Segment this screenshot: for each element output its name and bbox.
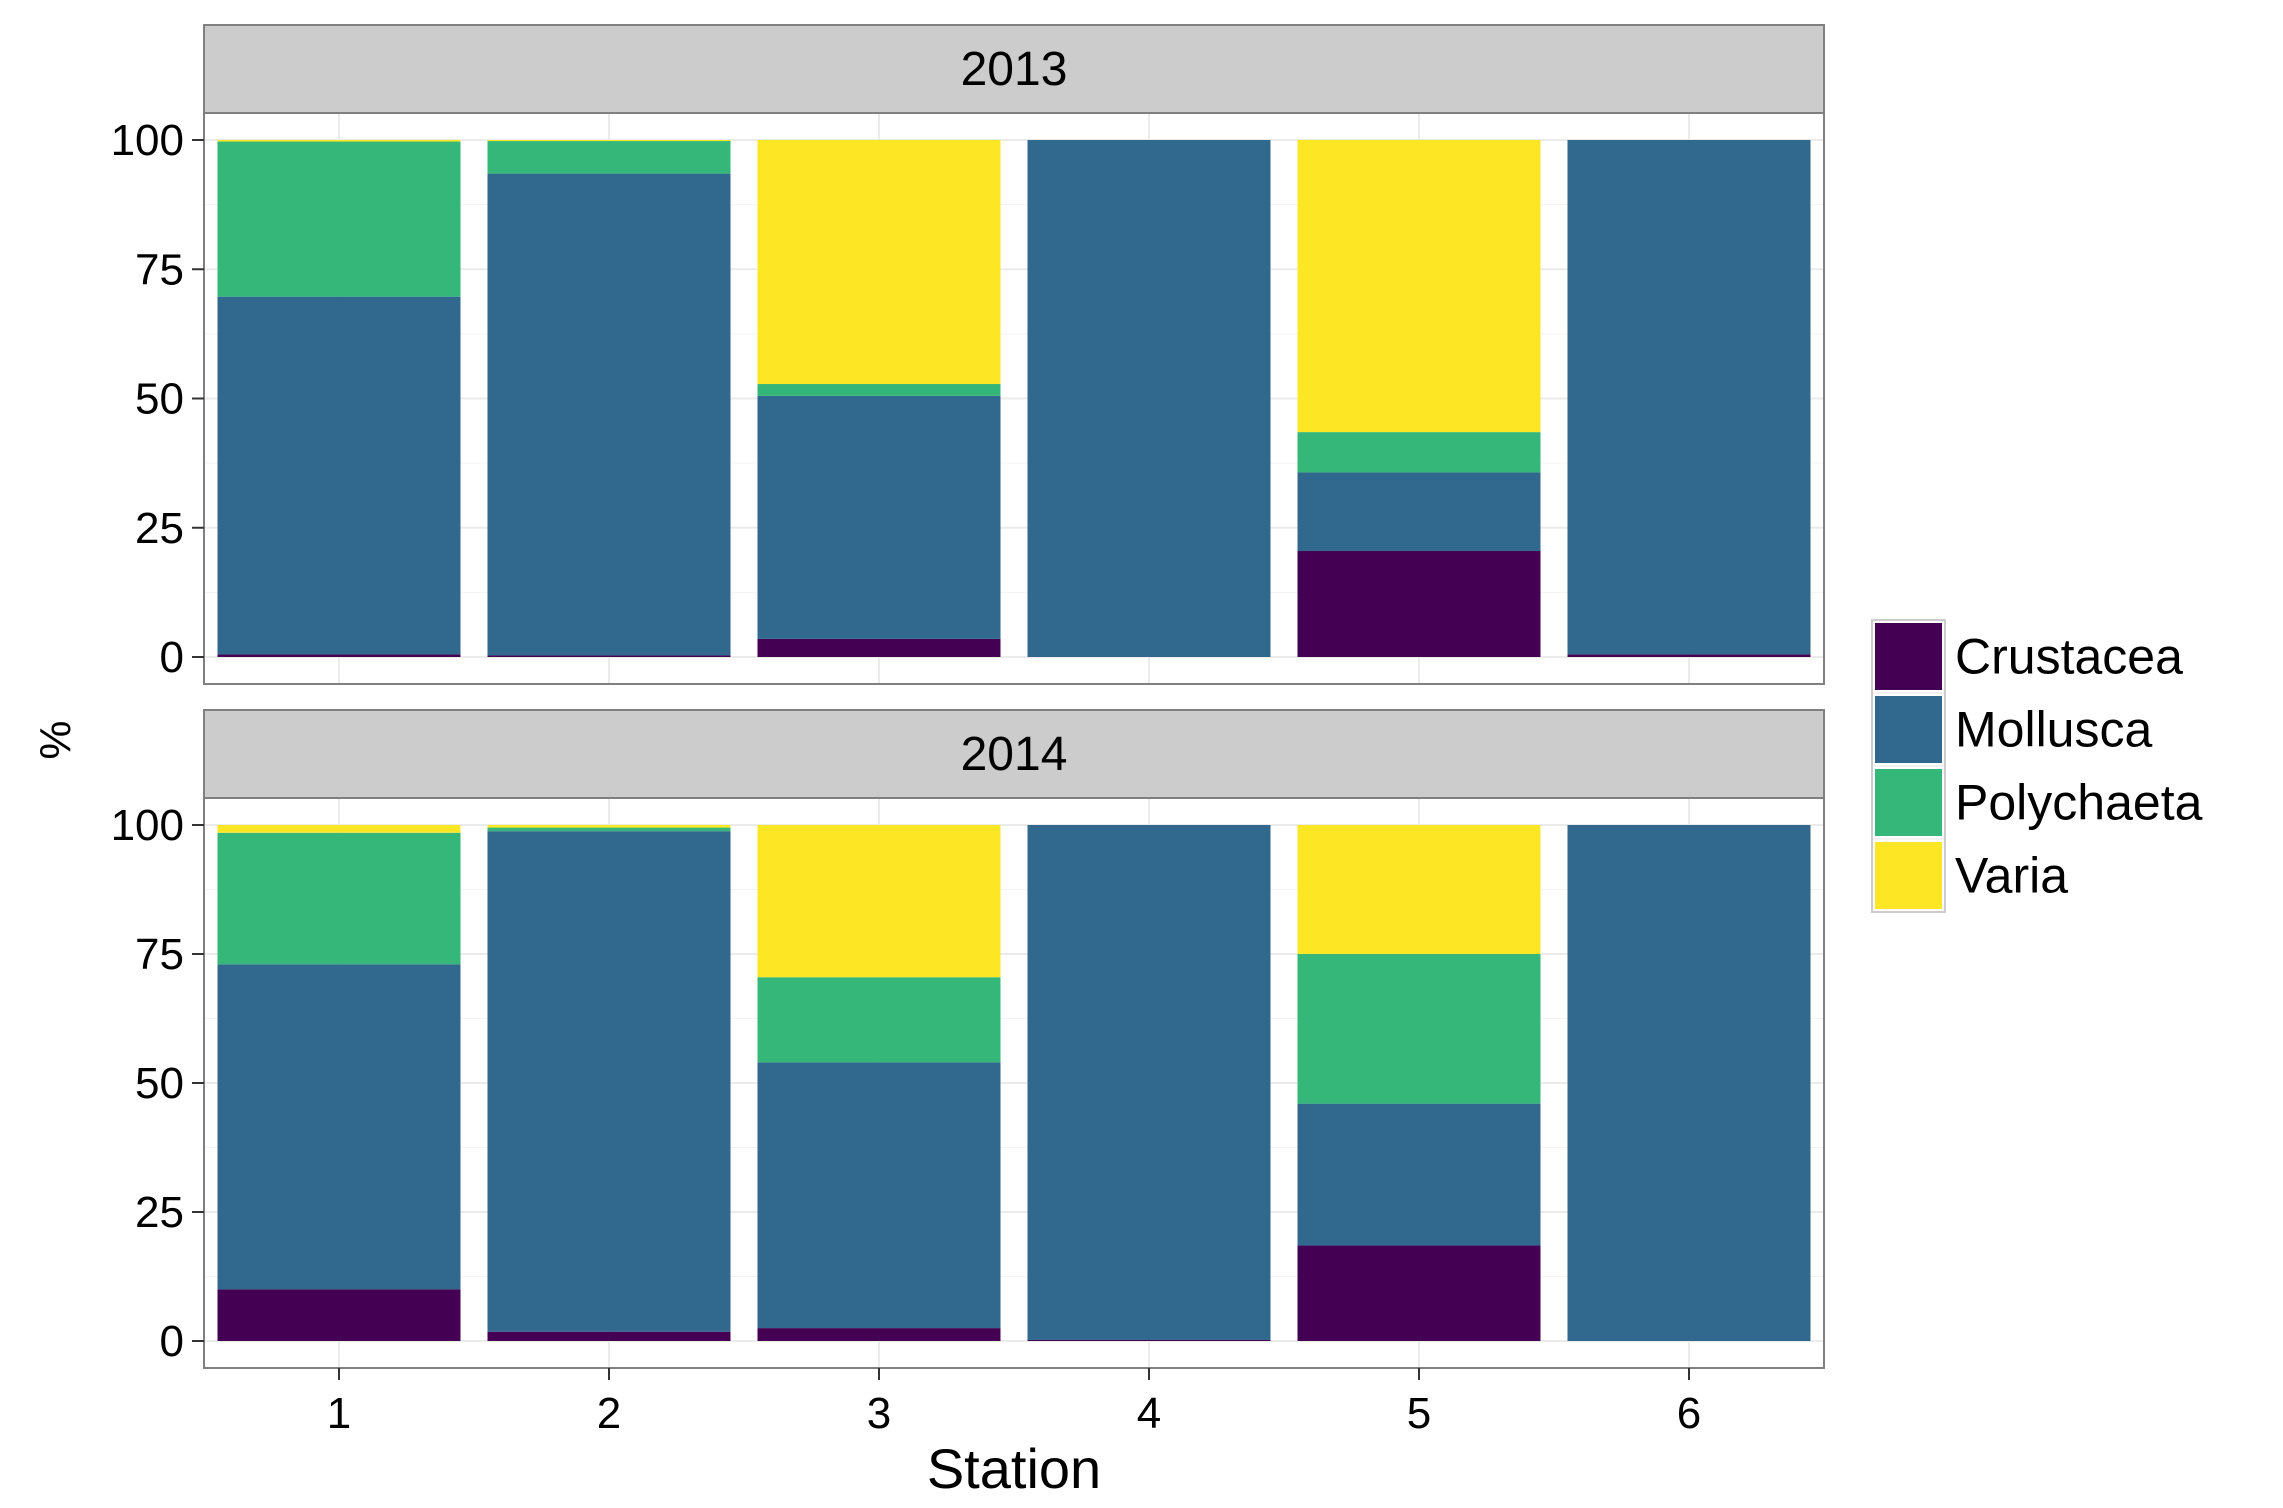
- bar-segment-crustacea-station-3: [757, 638, 1001, 657]
- bar-segment-crustacea-station-5: [1297, 551, 1541, 657]
- bar-segment-varia-station-3: [757, 140, 1001, 385]
- facet-strip-label: 2014: [961, 728, 1068, 781]
- legend-swatch-polychaeta: [1873, 767, 1944, 838]
- legend: Crustacea Mollusca Polychaeta Varia: [1871, 619, 2203, 913]
- bar-segment-crustacea-station-1: [217, 1289, 461, 1341]
- legend-label-polychaeta: Polychaeta: [1955, 775, 2203, 831]
- facet-strip: [203, 709, 1825, 799]
- x-tick-label: 3: [867, 1389, 891, 1438]
- bar-segment-crustacea-station-4: [1027, 1339, 1271, 1341]
- bar-segment-mollusca-station-3: [757, 1062, 1001, 1329]
- legend-swatch-mollusca: [1873, 694, 1944, 765]
- legend-label-varia: Varia: [1955, 848, 2068, 904]
- bar-segment-varia-station-2: [487, 140, 731, 142]
- y-axis-title: %: [31, 720, 80, 759]
- x-tick-label: 1: [327, 1389, 351, 1438]
- y-tick-label: 75: [135, 930, 184, 979]
- bar-segment-varia-station-1: [217, 140, 461, 142]
- bar-segment-varia-station-1: [217, 825, 461, 833]
- bar-segment-mollusca-station-5: [1297, 472, 1541, 552]
- bar-segment-mollusca-station-5: [1297, 1103, 1541, 1246]
- y-tick-label: 100: [111, 116, 184, 165]
- y-tick-label: 75: [135, 245, 184, 294]
- facet-strip: [203, 24, 1825, 114]
- legend-label-mollusca: Mollusca: [1955, 702, 2152, 758]
- y-tick-label: 25: [135, 1188, 184, 1237]
- x-tick-label: 6: [1677, 1389, 1701, 1438]
- bar-segment-varia-station-2: [487, 825, 731, 828]
- panel-2014: 2014 0 25 50 75 100: [111, 709, 1825, 1369]
- bar-segment-mollusca-station-1: [217, 964, 461, 1290]
- bar-segment-mollusca-station-4: [1027, 825, 1271, 1340]
- bar-segment-varia-station-5: [1297, 825, 1541, 954]
- y-tick-label: 100: [111, 801, 184, 850]
- y-tick-label: 0: [160, 1317, 184, 1366]
- bar-segment-polychaeta-station-1: [217, 141, 461, 297]
- bar-segment-mollusca-station-3: [757, 395, 1001, 639]
- x-tick-label: 5: [1407, 1389, 1431, 1438]
- x-axis-title: Station: [927, 1437, 1101, 1500]
- bar-segment-varia-station-5: [1297, 140, 1541, 433]
- x-tick-label: 4: [1137, 1389, 1161, 1438]
- y-tick-label: 50: [135, 375, 184, 424]
- bar-segment-varia-station-3: [757, 825, 1001, 978]
- y-tick-label: 50: [135, 1059, 184, 1108]
- bar-segment-mollusca-station-1: [217, 296, 461, 655]
- legend-swatch-varia: [1873, 840, 1944, 911]
- bar-segment-mollusca-station-4: [1027, 140, 1271, 657]
- bar-segment-polychaeta-station-5: [1297, 954, 1541, 1104]
- bar-segment-polychaeta-station-3: [757, 384, 1001, 396]
- y-tick-label: 0: [160, 633, 184, 682]
- bar-segment-crustacea-station-3: [757, 1328, 1001, 1341]
- bar-segment-crustacea-station-2: [487, 1331, 731, 1341]
- legend-swatch-crustacea: [1873, 621, 1944, 692]
- bar-segment-polychaeta-station-2: [487, 141, 731, 174]
- bar-segment-crustacea-station-5: [1297, 1245, 1541, 1341]
- panel-2013: 2013 0 25 50 75 100: [111, 24, 1825, 685]
- x-axis: 1 2 3 4 5 6: [327, 1368, 1701, 1438]
- y-tick-label: 25: [135, 504, 184, 553]
- facet-strip-label: 2013: [961, 43, 1068, 96]
- legend-label-crustacea: Crustacea: [1955, 629, 2183, 685]
- bar-segment-mollusca-station-6: [1567, 825, 1811, 1341]
- bar-segment-mollusca-station-2: [487, 173, 731, 656]
- bar-segment-polychaeta-station-2: [487, 827, 731, 832]
- bar-segment-mollusca-station-2: [487, 831, 731, 1332]
- facet-panels: 2013 0 25 50 75 100 2014 0 25 50 75 100: [111, 24, 1825, 1369]
- bar-segment-polychaeta-station-1: [217, 832, 461, 965]
- bar-segment-crustacea-station-6: [1567, 654, 1811, 657]
- bar-segment-crustacea-station-2: [487, 655, 731, 657]
- bar-segment-crustacea-station-1: [217, 654, 461, 657]
- x-tick-label: 2: [597, 1389, 621, 1438]
- bar-segment-mollusca-station-6: [1567, 140, 1811, 655]
- bar-segment-polychaeta-station-5: [1297, 432, 1541, 473]
- bar-segment-polychaeta-station-3: [757, 977, 1001, 1063]
